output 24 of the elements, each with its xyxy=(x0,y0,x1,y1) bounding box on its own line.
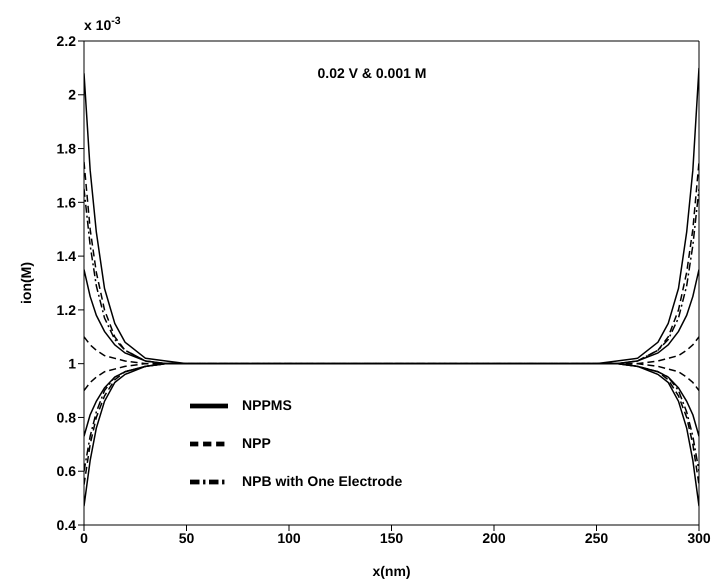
legend-label: NPB with One Electrode xyxy=(242,473,402,490)
x-tick-label: 200 xyxy=(482,530,506,546)
y-tick-label: 1.4 xyxy=(56,248,76,264)
text: x 10$^{-3}$ xyxy=(84,15,121,33)
legend-label: NPPMS xyxy=(242,397,292,414)
y-axis-title: ion(M) xyxy=(18,262,34,304)
y-tick-label: 0.6 xyxy=(56,463,76,480)
annotation: 0.02 V & 0.001 M xyxy=(318,65,426,81)
legend-label: NPP xyxy=(242,435,271,452)
x-tick-label: 300 xyxy=(687,530,711,546)
y-tick-label: 0.8 xyxy=(56,409,76,426)
y-tick-label: 0.4 xyxy=(56,516,76,533)
x-tick-label: 0 xyxy=(80,530,88,546)
y-tick-label: 1 xyxy=(68,356,76,372)
y-tick-label: 1.8 xyxy=(56,140,76,157)
y-tick-label: 2 xyxy=(68,86,76,103)
x-tick-label: 100 xyxy=(277,530,301,546)
x-tick-label: 250 xyxy=(584,530,608,546)
x-tick-label: 150 xyxy=(380,530,404,546)
x-tick-label: 50 xyxy=(178,530,194,546)
y-tick-label: 2.2 xyxy=(56,32,76,49)
x-axis-title: x(nm) xyxy=(372,563,411,579)
y-tick-label: 1.2 xyxy=(56,302,76,318)
y-tick-label: 1.6 xyxy=(56,194,76,210)
